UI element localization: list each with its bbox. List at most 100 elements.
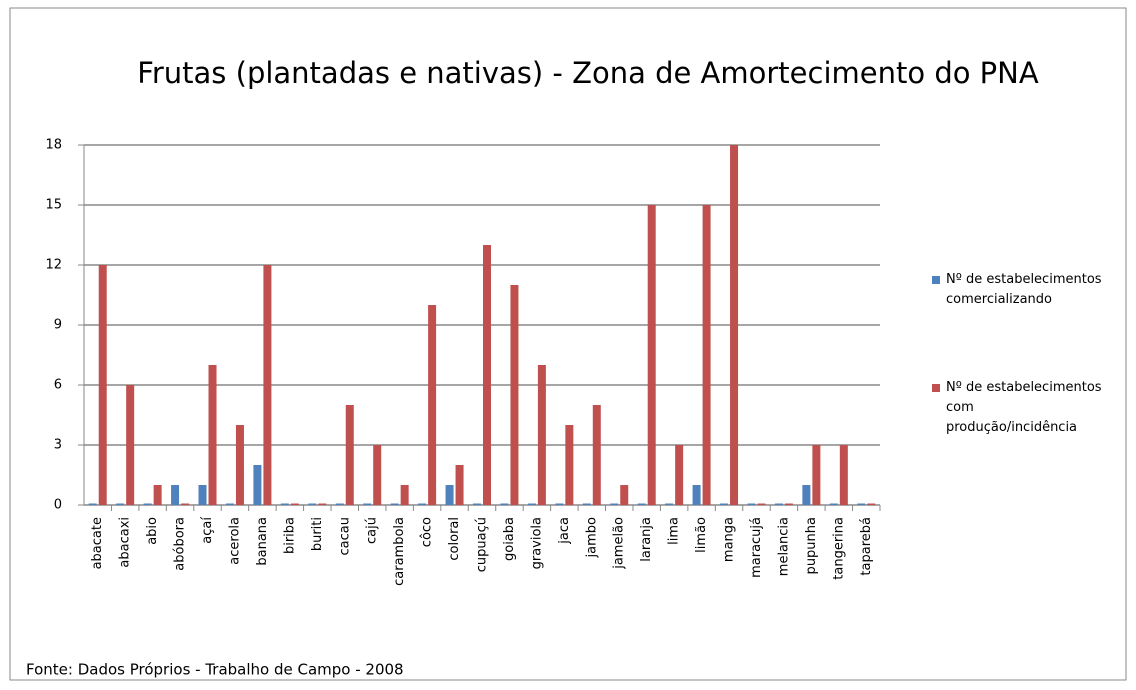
y-tick-label: 0	[54, 498, 62, 513]
x-tick-label: pupunha	[804, 517, 819, 574]
y-tick-label: 9	[54, 318, 62, 333]
legend-entry: Nº de estabelecimentos com produção/inci…	[932, 378, 1132, 438]
x-tick-label: tangerina	[831, 517, 846, 580]
bar	[747, 503, 756, 505]
x-tick-label: cacau	[337, 517, 352, 555]
bar	[418, 503, 427, 505]
x-tick-label: biriba	[282, 517, 297, 554]
bar	[280, 503, 289, 505]
bar	[455, 465, 464, 505]
x-tick-label: cupuaçú	[475, 517, 490, 572]
bar	[390, 503, 399, 505]
bar	[373, 445, 382, 505]
bar	[537, 365, 546, 505]
bar	[620, 485, 629, 505]
bar	[582, 503, 591, 505]
x-tick-label: buriti	[310, 517, 325, 551]
bar	[335, 503, 344, 505]
y-tick-label: 18	[45, 138, 62, 153]
bar	[198, 485, 207, 505]
bar	[473, 503, 481, 505]
bar	[839, 445, 848, 505]
bar	[510, 285, 519, 505]
bar	[98, 265, 107, 505]
x-tick-label: abacate	[90, 517, 105, 569]
bar	[812, 445, 821, 505]
bar	[153, 485, 162, 505]
bar	[263, 265, 272, 505]
bar	[665, 503, 674, 505]
legend-label: Nº de estabelecimentos com produção/inci…	[946, 380, 1102, 435]
bar	[565, 425, 574, 505]
legend-label: Nº de estabelecimentos comercializando	[946, 272, 1102, 307]
bar	[400, 485, 409, 505]
bar	[774, 503, 783, 505]
bar	[702, 205, 711, 505]
x-tick-label: abacaxi	[118, 517, 133, 568]
x-tick-label: goiaba	[502, 517, 517, 561]
bar	[428, 305, 437, 505]
y-tick-label: 3	[54, 438, 62, 453]
bar	[829, 503, 838, 505]
bar	[88, 503, 97, 505]
x-tick-label: jamelão	[612, 517, 627, 570]
bar	[126, 385, 135, 505]
chart-border	[9, 7, 1127, 681]
y-tick-label: 6	[54, 378, 62, 393]
bar	[857, 503, 866, 505]
x-tick-label: banana	[255, 517, 270, 566]
bar	[675, 445, 684, 505]
bar	[647, 205, 656, 505]
legend-swatch	[932, 276, 940, 284]
bar	[730, 145, 739, 505]
y-tick-label: 12	[45, 258, 62, 273]
x-tick-label: lima	[667, 517, 682, 545]
x-tick-label: açaí	[200, 517, 215, 544]
bar	[253, 465, 262, 505]
x-tick-label: taparebá	[859, 517, 874, 576]
bar	[692, 485, 701, 505]
bar	[610, 503, 619, 505]
legend-swatch	[932, 384, 940, 392]
x-tick-label: jambo	[584, 517, 599, 558]
bar	[116, 503, 125, 505]
bar	[318, 503, 327, 505]
bar	[637, 503, 646, 505]
x-tick-label: maracujá	[749, 517, 764, 578]
bar	[784, 503, 793, 505]
bar	[290, 503, 299, 505]
legend-entry: Nº de estabelecimentos comercializando	[932, 270, 1132, 310]
x-tick-label: coloral	[447, 517, 462, 561]
x-tick-label: abóbora	[173, 517, 188, 571]
x-tick-label: cajú	[365, 517, 380, 544]
bar	[867, 503, 876, 505]
x-tick-label: abio	[145, 517, 160, 545]
chart-title: Frutas (plantadas e nativas) - Zona de A…	[137, 56, 1039, 90]
bar	[345, 405, 354, 505]
bar	[720, 503, 729, 505]
bar	[181, 503, 190, 505]
x-tick-label: melancia	[776, 517, 791, 576]
x-tick-label: manga	[722, 517, 737, 562]
bar	[143, 503, 152, 505]
bar	[171, 485, 180, 505]
bar	[208, 365, 217, 505]
bar	[802, 485, 811, 505]
x-tick-label: laranja	[639, 517, 654, 562]
bar	[757, 503, 766, 505]
y-tick-label: 15	[45, 198, 62, 213]
x-tick-label: graviola	[529, 517, 544, 569]
x-tick-label: côco	[420, 517, 435, 547]
x-tick-label: jaca	[557, 517, 572, 545]
bar	[527, 503, 536, 505]
bar	[500, 503, 509, 505]
bar	[483, 245, 491, 505]
source: Fonte: Dados Próprios - Trabalho de Camp…	[26, 661, 404, 679]
bar	[308, 503, 317, 505]
bar	[363, 503, 372, 505]
x-tick-label: limão	[694, 517, 709, 553]
x-tick-label: carambola	[392, 517, 407, 586]
bar	[225, 503, 234, 505]
